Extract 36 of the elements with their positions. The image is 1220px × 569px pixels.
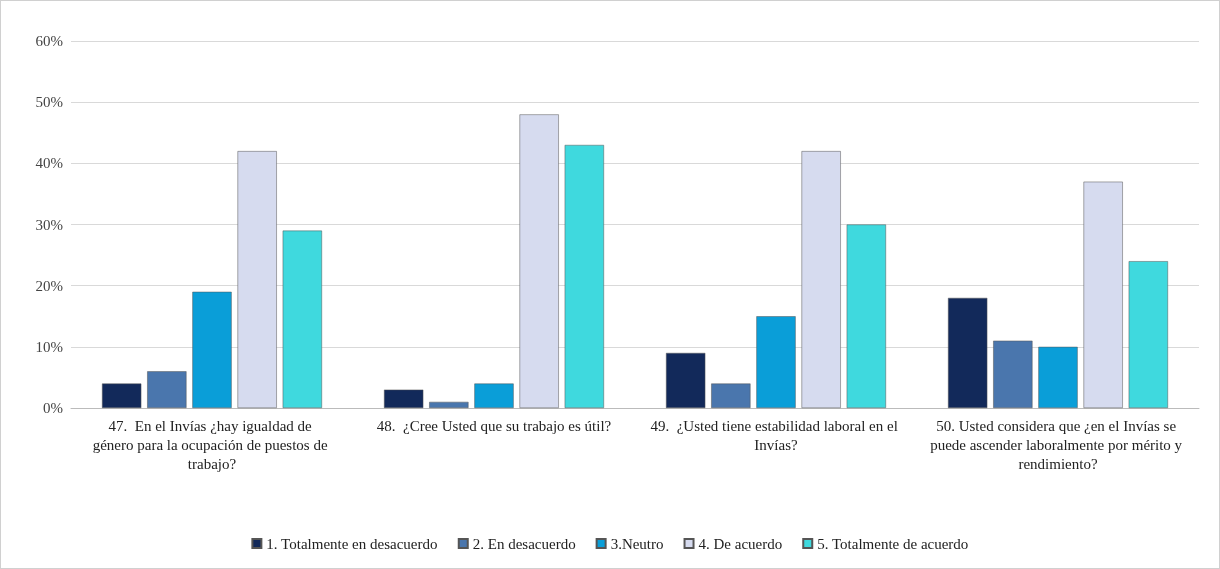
bar xyxy=(519,114,559,408)
bar xyxy=(474,383,514,408)
legend-label: 4. De acuerdo xyxy=(698,535,783,552)
y-tick-label: 50% xyxy=(35,94,63,111)
bar xyxy=(282,230,322,408)
bar xyxy=(801,151,841,408)
bar xyxy=(147,371,187,408)
bar xyxy=(102,383,142,408)
y-tick-label: 0% xyxy=(43,400,63,416)
x-tick-label: 47. En el Invías ¿hay igualdad de género para la ocupación de puestos de trabajo? xyxy=(92,417,332,472)
bar xyxy=(711,383,751,408)
bar xyxy=(756,316,796,408)
y-tick-label: 10% xyxy=(35,338,63,355)
legend-label: 2. En desacuerdo xyxy=(472,535,576,552)
y-tick-label: 40% xyxy=(35,155,63,172)
bar xyxy=(666,352,706,408)
bar xyxy=(1038,346,1078,408)
x-tick-label: 48. ¿Cree Usted que su trabajo es útil? xyxy=(376,417,612,434)
legend-label: 3.Neutro xyxy=(610,535,664,552)
y-tick-label: 60% xyxy=(35,33,63,49)
bar xyxy=(564,144,604,408)
bar xyxy=(429,401,469,408)
y-tick-label: 30% xyxy=(35,216,63,233)
legend-label: 5. Totalmente de acuerdo xyxy=(817,535,969,552)
x-tick-label: 50. Usted considera que ¿en el Invías se puede ascender laboralmente por mérito y rendimiento? xyxy=(930,417,1186,472)
bar xyxy=(192,291,232,408)
bar xyxy=(237,151,277,408)
bar xyxy=(384,389,424,408)
bar xyxy=(846,224,886,408)
bar xyxy=(948,297,988,408)
bar xyxy=(1128,261,1168,408)
bar xyxy=(1083,181,1123,408)
legend-label: 1. Totalmente en desacuerdo xyxy=(266,535,438,552)
x-tick-label: 49. ¿Usted tiene estabilidad laboral en el Invías? xyxy=(650,417,902,453)
y-tick-label: 20% xyxy=(35,277,63,294)
bar xyxy=(993,340,1033,408)
